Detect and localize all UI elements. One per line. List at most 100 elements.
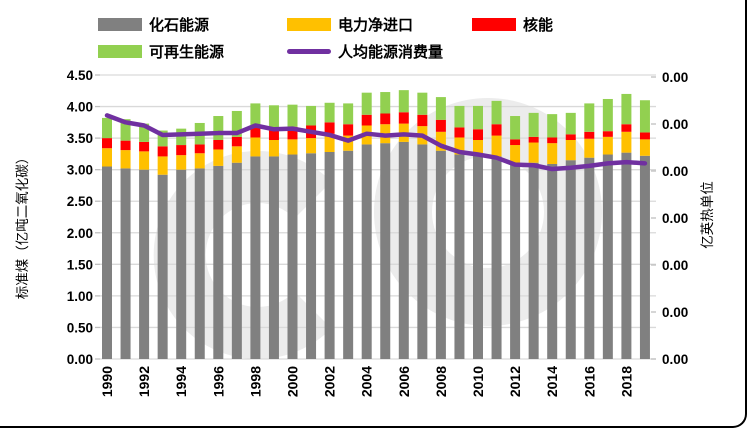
fossil-swatch-icon xyxy=(98,18,142,31)
bar-segment-2011 xyxy=(491,156,502,359)
bar-segment-1998 xyxy=(250,128,261,138)
bar-segment-1994 xyxy=(176,145,187,156)
bar-segment-1994 xyxy=(176,128,187,146)
right-axis-tick-label: 0.00 xyxy=(662,211,688,226)
right-axis-title: 亿英热单位 xyxy=(699,181,715,249)
bar-segment-2004 xyxy=(361,114,372,126)
bar-segment-2001 xyxy=(306,153,317,359)
bar-segment-2002 xyxy=(324,102,335,123)
x-axis-tick-label: 2016 xyxy=(581,366,597,397)
bar-segment-2009 xyxy=(454,127,465,138)
bar-segment-1997 xyxy=(231,162,242,359)
left-axis-tick-label: 0.50 xyxy=(67,320,93,335)
bar-segment-1997 xyxy=(231,146,242,163)
legend-item-nuclear: 核能 xyxy=(472,14,553,35)
bar-segment-2005 xyxy=(380,143,391,359)
bar-segment-1997 xyxy=(231,136,242,147)
bar-segment-2006 xyxy=(398,141,409,359)
legend-item-renewables: 可再生能源 xyxy=(98,41,224,62)
bar-segment-2006 xyxy=(398,112,409,124)
bar-segment-2018 xyxy=(621,93,632,125)
nuclear-swatch-icon xyxy=(472,18,516,31)
bar-segment-2008 xyxy=(435,150,446,359)
bar-segment-1992 xyxy=(139,169,150,359)
bar-segment-1994 xyxy=(176,155,187,170)
bar-segment-2007 xyxy=(417,92,428,115)
x-axis-tick-label: 2012 xyxy=(507,366,523,397)
bar-segment-2007 xyxy=(417,144,428,359)
bar-segment-1993 xyxy=(157,174,168,359)
bar-segment-2014 xyxy=(547,137,558,144)
legend-item-per-capita-consumption: 人均能源消费量 xyxy=(287,41,443,62)
left-axis-tick-label: 2.00 xyxy=(67,226,93,241)
bar-segment-1991 xyxy=(120,168,131,359)
x-axis-tick-label: 2014 xyxy=(544,366,560,397)
bar-segment-1990 xyxy=(102,117,112,139)
x-axis-tick-label: 2000 xyxy=(285,366,301,397)
per-capita-line-swatch-icon xyxy=(287,49,331,54)
bar-segment-2014 xyxy=(547,143,558,164)
x-axis-tick-label: 2006 xyxy=(396,366,412,397)
legend-label-nuclear: 核能 xyxy=(523,17,554,34)
bar-segment-2016 xyxy=(584,131,595,139)
renewables-swatch-icon xyxy=(98,45,142,58)
x-axis-tick-label: 2008 xyxy=(433,366,449,397)
bar-segment-2010 xyxy=(473,154,483,359)
legend-label-fossil: 化石能源 xyxy=(149,17,210,34)
x-axis-tick-label: 1996 xyxy=(210,366,226,397)
bar-segment-1999 xyxy=(268,140,279,157)
bar-segment-1992 xyxy=(139,141,150,152)
left-axis-tick-label: 1.00 xyxy=(67,289,93,304)
bar-segment-2007 xyxy=(417,114,428,127)
bar-segment-2002 xyxy=(324,151,335,359)
bar-segment-1990 xyxy=(102,166,112,359)
bar-segment-2001 xyxy=(306,105,317,126)
bar-segment-2013 xyxy=(528,162,539,359)
bar-segment-2012 xyxy=(510,139,521,146)
bar-segment-2009 xyxy=(454,105,465,128)
bar-segment-1998 xyxy=(250,156,261,359)
bar-segment-2005 xyxy=(380,92,391,114)
bar-segment-1991 xyxy=(120,119,131,141)
bar-segment-2000 xyxy=(287,104,298,127)
bar-segment-1991 xyxy=(120,140,131,151)
left-axis-title: 标准煤（亿吨二氧化碳） xyxy=(15,151,30,300)
bar-segment-2017 xyxy=(602,98,613,132)
legend-item-electricity-imports: 电力净进口 xyxy=(287,14,413,35)
left-axis-tick-label: 3.00 xyxy=(67,163,93,178)
bar-segment-2009 xyxy=(454,137,465,155)
bar-segment-2010 xyxy=(473,140,483,155)
bar-segment-2011 xyxy=(491,135,502,157)
bar-segment-2010 xyxy=(473,105,483,130)
bar-segment-1999 xyxy=(268,129,279,141)
bar-segment-1998 xyxy=(250,137,261,157)
bar-segment-1993 xyxy=(157,156,168,175)
bar-segment-2017 xyxy=(602,131,613,137)
bar-segment-2019 xyxy=(639,100,650,133)
right-axis-tick-label: 0.00 xyxy=(662,70,688,85)
bar-segment-2008 xyxy=(435,119,446,132)
bar-segment-1999 xyxy=(268,105,279,130)
per-capita-consumption-line xyxy=(104,113,648,172)
bar-segment-1990 xyxy=(102,148,112,167)
right-axis-tick-label: 0.00 xyxy=(662,352,688,367)
bar-segment-2009 xyxy=(454,154,465,359)
left-axis-tick-label: 2.50 xyxy=(67,194,93,209)
right-axis-tick-label: 0.00 xyxy=(662,117,688,132)
x-axis-tick-label: 2010 xyxy=(470,366,486,397)
bar-segment-2016 xyxy=(584,138,595,158)
bar-segment-2005 xyxy=(380,113,391,125)
legend-item-fossil: 化石能源 xyxy=(98,14,209,35)
bar-segment-2017 xyxy=(602,154,613,359)
bar-segment-2000 xyxy=(287,126,298,140)
bar-segment-2016 xyxy=(584,157,595,359)
bar-segment-2018 xyxy=(621,152,632,359)
bar-segment-2012 xyxy=(510,116,521,140)
bar-segment-2012 xyxy=(510,162,521,359)
legend-label-renewables: 可再生能源 xyxy=(149,44,225,61)
x-axis-tick-label: 1998 xyxy=(247,366,263,397)
bar-segment-1999 xyxy=(268,156,279,359)
bar-segment-2002 xyxy=(324,122,335,134)
bar-segment-1992 xyxy=(139,123,150,142)
